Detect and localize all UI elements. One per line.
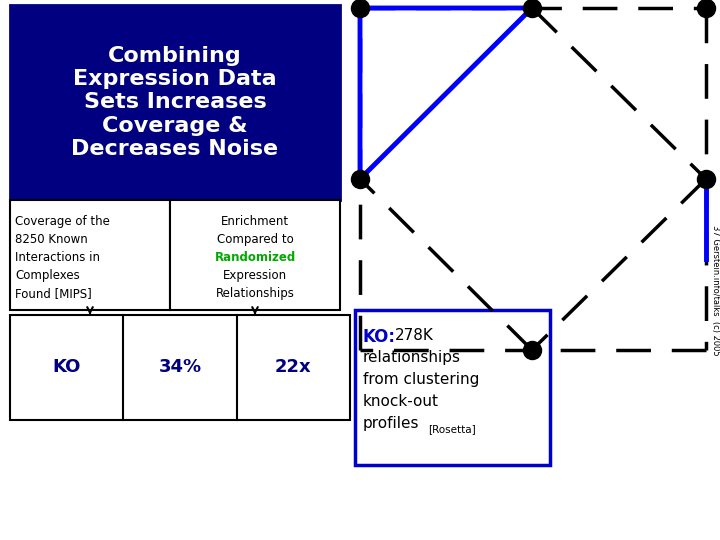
Text: KO:: KO:	[363, 328, 396, 346]
Text: profiles: profiles	[363, 416, 420, 431]
Text: Compared to: Compared to	[217, 233, 293, 246]
Text: from clustering: from clustering	[363, 372, 480, 387]
Text: 8250 Known: 8250 Known	[15, 233, 88, 246]
Text: Enrichment: Enrichment	[221, 215, 289, 228]
Bar	[355, 310, 550, 465]
Bar	[170, 200, 340, 310]
Text: Found [MIPS]: Found [MIPS]	[15, 287, 91, 300]
Text: Randomized: Randomized	[215, 251, 296, 264]
Text: 278K: 278K	[395, 328, 434, 343]
Text: relationships: relationships	[363, 350, 461, 365]
Text: Expression: Expression	[223, 269, 287, 282]
Text: Relationships: Relationships	[215, 287, 294, 300]
Text: 22x: 22x	[275, 359, 312, 376]
Text: knock-out: knock-out	[363, 394, 439, 409]
Bar	[10, 200, 170, 310]
Text: Complexes: Complexes	[15, 269, 80, 282]
Text: Coverage of the: Coverage of the	[15, 215, 110, 228]
Text: Combining
Expression Data
Sets Increases
Coverage &
Decreases Noise: Combining Expression Data Sets Increases…	[71, 46, 279, 159]
Text: 37 Gerstein.info/talks  (c) 2005: 37 Gerstein.info/talks (c) 2005	[711, 225, 720, 355]
Text: [Rosetta]: [Rosetta]	[428, 424, 476, 434]
Text: KO: KO	[53, 359, 81, 376]
Bar	[10, 315, 350, 420]
Text: 34%: 34%	[158, 359, 202, 376]
Bar	[10, 5, 340, 200]
Text: Interactions in: Interactions in	[15, 251, 100, 264]
